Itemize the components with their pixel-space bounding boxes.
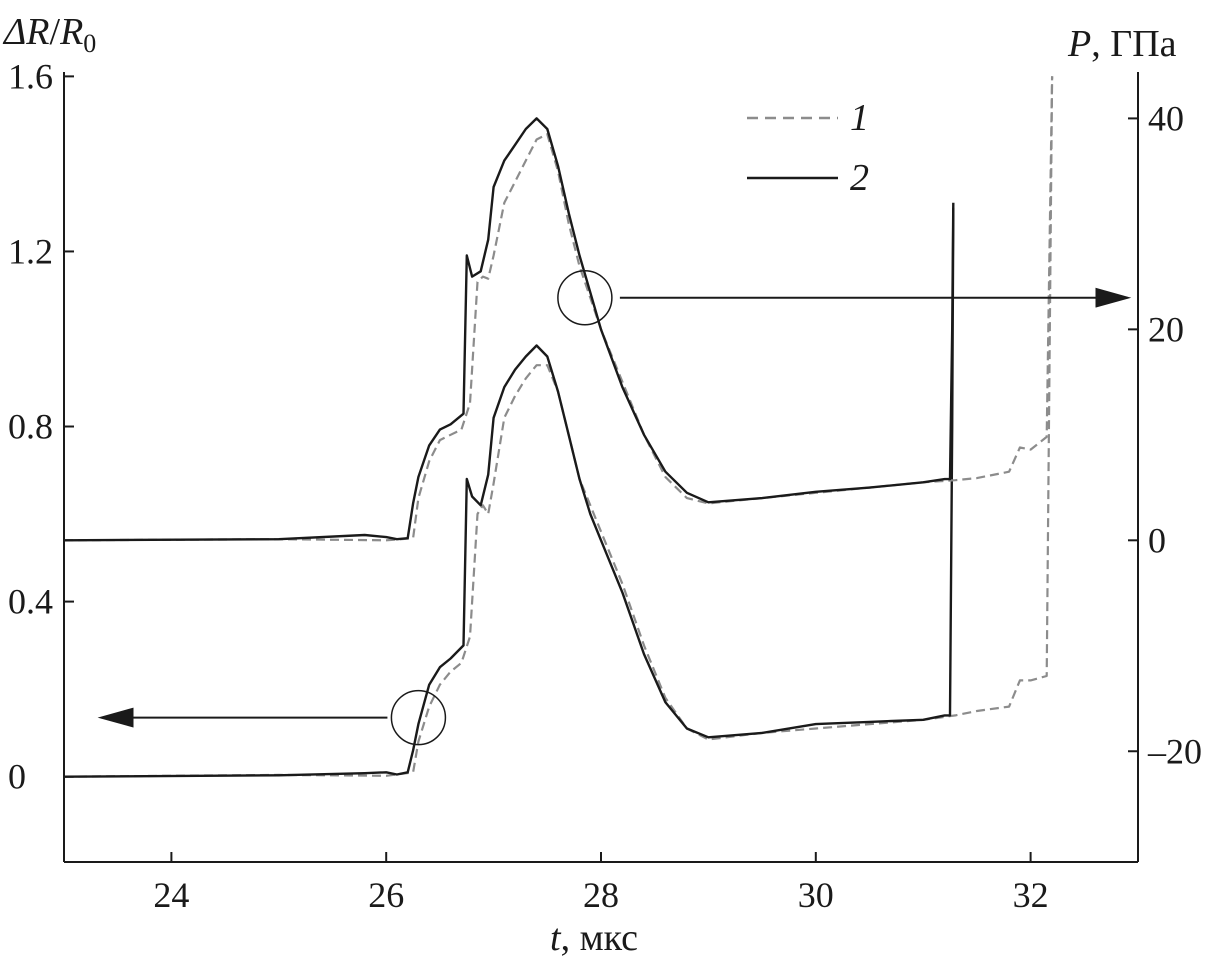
y-left-tick-label: 1.2 bbox=[8, 231, 53, 271]
annotation-circle bbox=[390, 689, 447, 746]
y-left-axis-title: ΔR/R0 bbox=[2, 11, 96, 58]
y-right-tick-label: 40 bbox=[1148, 98, 1184, 138]
series-2-right-line bbox=[63, 117, 955, 542]
x-tick-label: 26 bbox=[368, 875, 404, 915]
x-tick-label: 30 bbox=[798, 875, 834, 915]
y-right-tick-label: 0 bbox=[1148, 520, 1166, 560]
y-right-axis-title: P, ГПа bbox=[1067, 23, 1177, 65]
series-1-right-line bbox=[63, 76, 1054, 542]
legend: 1 2 bbox=[747, 97, 869, 199]
y-right-tick-label: 20 bbox=[1148, 309, 1184, 349]
x-tick-label: 28 bbox=[583, 875, 619, 915]
x-tick-label: 32 bbox=[1013, 875, 1049, 915]
ticks-layer: 24 26 28 30 32 0 0.4 0.8 1.2 1.6 –20 0 20 40 bbox=[8, 56, 1202, 915]
annotation-circle bbox=[557, 269, 613, 326]
series-2-left-line bbox=[63, 207, 955, 778]
annotation-layer bbox=[97, 269, 1132, 746]
y-right-tick-label: –20 bbox=[1147, 731, 1202, 771]
y-left-tick-label: 0.8 bbox=[8, 407, 53, 447]
y-left-tick-label: 0.4 bbox=[8, 582, 53, 622]
legend-label-1: 1 bbox=[850, 97, 869, 139]
x-tick-label: 24 bbox=[153, 875, 189, 915]
legend-label-2: 2 bbox=[850, 157, 869, 199]
x-axis-title: t, мкс bbox=[550, 917, 638, 959]
y-left-tick-label: 1.6 bbox=[8, 56, 53, 96]
plot-frame bbox=[63, 72, 1139, 863]
series-1-left-line bbox=[63, 76, 1054, 778]
y-left-tick-label: 0 bbox=[8, 757, 26, 797]
series-layer bbox=[63, 76, 1054, 778]
